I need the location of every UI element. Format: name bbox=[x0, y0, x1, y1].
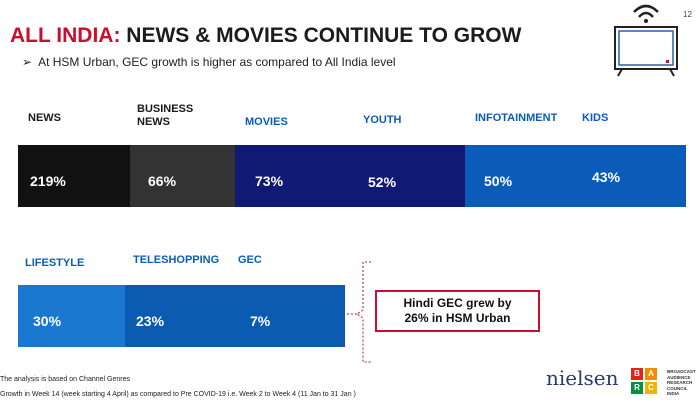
growth-value: 50% bbox=[484, 173, 513, 189]
block-lifestyle bbox=[18, 285, 125, 347]
growth-value: 73% bbox=[255, 173, 284, 189]
genre-label: LIFESTYLE bbox=[25, 257, 85, 269]
callout: Hindi GEC grew by 26% in HSM Urban bbox=[375, 290, 540, 332]
barc-text: BROADCAST AUDIENCE RESEARCH COUNCIL INDI… bbox=[667, 369, 696, 396]
title-text: NEWS & MOVIES CONTINUE TO GROW bbox=[126, 24, 522, 47]
barc-letter: C bbox=[645, 382, 657, 394]
page-number: 12 bbox=[683, 10, 692, 19]
footnote: Growth in Week 14 (week starting 4 April… bbox=[0, 391, 356, 398]
growth-value: 23% bbox=[136, 313, 165, 329]
genre-label: MOVIES bbox=[245, 116, 288, 128]
genre-label: GEC bbox=[238, 254, 262, 266]
block-business-news bbox=[130, 145, 235, 207]
genre-label: TELESHOPPING bbox=[133, 254, 220, 266]
block-teleshopping-gec bbox=[125, 285, 345, 347]
subtitle-text: At HSM Urban, GEC growth is higher as co… bbox=[38, 55, 396, 69]
barc-letter: R bbox=[631, 382, 643, 394]
genre-label: BUSINESS NEWS bbox=[137, 103, 194, 128]
barc-letter: A bbox=[645, 368, 657, 380]
bracket bbox=[347, 261, 371, 363]
genre-label: NEWS bbox=[28, 112, 61, 124]
growth-value: 43% bbox=[592, 169, 621, 185]
tv-icon bbox=[614, 4, 678, 77]
block-movies-youth bbox=[235, 145, 465, 207]
growth-value: 7% bbox=[250, 313, 271, 329]
subtitle: ➢ At HSM Urban, GEC growth is higher as … bbox=[22, 55, 396, 69]
growth-value: 66% bbox=[148, 173, 177, 189]
genre-label: YOUTH bbox=[363, 114, 402, 126]
title-highlight: ALL INDIA: bbox=[10, 24, 121, 47]
block-news bbox=[18, 145, 130, 207]
barc-letter: B bbox=[631, 368, 643, 380]
title: ALL INDIA: NEWS & MOVIES CONTINUE TO GRO… bbox=[10, 24, 521, 48]
genre-label: KIDS bbox=[582, 112, 609, 124]
footnote: The analysis is based on Channel Genres bbox=[0, 376, 130, 383]
nielsen-logo: nielsen bbox=[546, 366, 619, 390]
block-infotainment-kids bbox=[465, 145, 686, 207]
growth-value: 219% bbox=[30, 173, 66, 189]
growth-value: 52% bbox=[368, 174, 397, 190]
genre-label: INFOTAINMENT bbox=[475, 112, 558, 124]
growth-value: 30% bbox=[33, 313, 62, 329]
callout-text: Hindi GEC grew by 26% in HSM Urban bbox=[403, 296, 512, 325]
